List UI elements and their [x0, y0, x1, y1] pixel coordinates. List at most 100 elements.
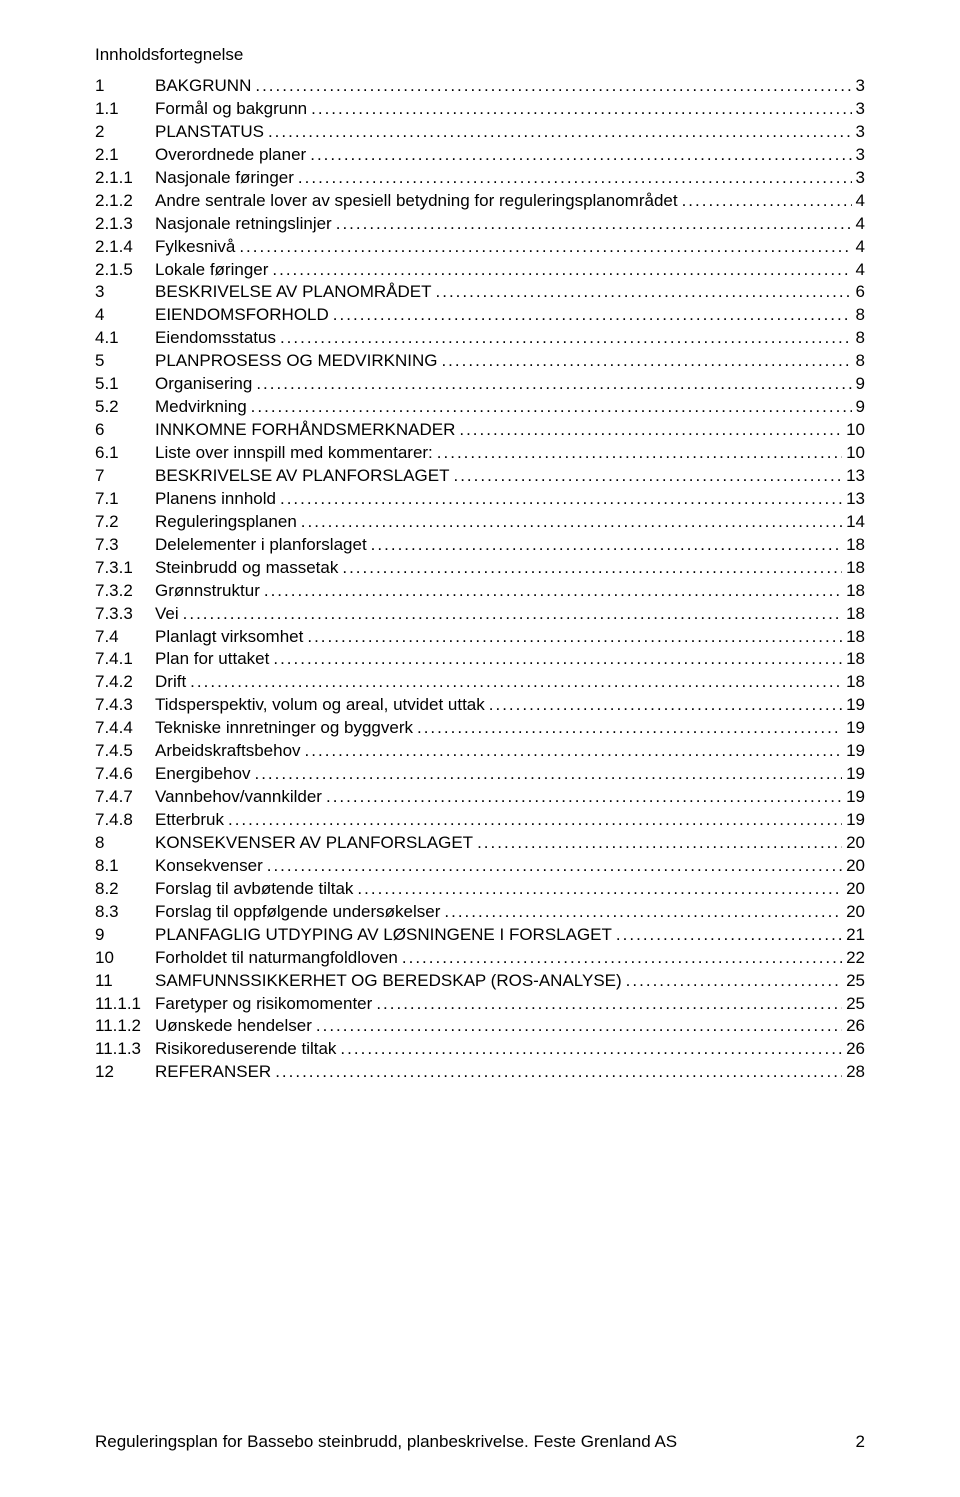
toc-entry: 8.3Forslag til oppfølgende undersøkelser…: [95, 901, 865, 924]
toc-entry: 7.4.8Etterbruk19: [95, 809, 865, 832]
toc-leader-dots: [264, 580, 842, 603]
toc-entry-text: Nasjonale retningslinjer: [155, 213, 336, 236]
toc-entry-text: Uønskede hendelser: [155, 1015, 316, 1038]
toc-entry-number: 7.2: [95, 511, 155, 534]
toc-entry-page: 18: [842, 557, 865, 580]
toc-entry-text: EIENDOMSFORHOLD: [155, 304, 333, 327]
toc-entry-page: 8: [852, 327, 865, 350]
toc-entry: 2.1.2Andre sentrale lover av spesiell be…: [95, 190, 865, 213]
toc-leader-dots: [190, 671, 842, 694]
toc-entry-page: 18: [842, 534, 865, 557]
footer-text: Reguleringsplan for Bassebo steinbrudd, …: [95, 1432, 677, 1452]
toc-entry-page: 18: [842, 580, 865, 603]
toc-entry: 7.3.1Steinbrudd og massetak 18: [95, 557, 865, 580]
toc-entry-text: PLANSTATUS: [155, 121, 268, 144]
toc-entry: 2PLANSTATUS 3: [95, 121, 865, 144]
toc-entry-number: 4: [95, 304, 155, 327]
toc-entry-text: Tekniske innretninger og byggverk: [155, 717, 417, 740]
toc-entry-number: 6.1: [95, 442, 155, 465]
toc-entry: 4EIENDOMSFORHOLD 8: [95, 304, 865, 327]
toc-leader-dots: [342, 557, 842, 580]
toc-entry-number: 4.1: [95, 327, 155, 350]
toc-leader-dots: [336, 213, 852, 236]
toc-entry-number: 5.2: [95, 396, 155, 419]
toc-entry-page: 3: [852, 167, 865, 190]
toc-entry-text: INNKOMNE FORHÅNDSMERKNADER: [155, 419, 459, 442]
toc-entry-text: PLANPROSESS OG MEDVIRKNING: [155, 350, 441, 373]
toc-leader-dots: [489, 694, 842, 717]
toc-leader-dots: [307, 626, 842, 649]
toc-entry: 7.1Planens innhold13: [95, 488, 865, 511]
toc-entry-number: 11.1.2: [95, 1015, 155, 1038]
toc-entry-text: Nasjonale føringer: [155, 167, 298, 190]
toc-entry-text: Grønnstruktur: [155, 580, 264, 603]
toc-entry: 8.1Konsekvenser20: [95, 855, 865, 878]
toc-entry-number: 7.3.2: [95, 580, 155, 603]
toc-entry-page: 4: [852, 190, 865, 213]
toc-entry-page: 19: [842, 740, 865, 763]
toc-entry-number: 6: [95, 419, 155, 442]
toc-entry-page: 9: [852, 373, 865, 396]
toc-entry-text: BESKRIVELSE AV PLANOMRÅDET: [155, 281, 436, 304]
toc-entry-number: 7.4.3: [95, 694, 155, 717]
toc-leader-dots: [682, 190, 852, 213]
toc-entry: 7.4.4Tekniske innretninger og byggverk19: [95, 717, 865, 740]
toc-leader-dots: [298, 167, 852, 190]
toc-entry: 2.1Overordnede planer3: [95, 144, 865, 167]
toc-entry: 1BAKGRUNN3: [95, 75, 865, 98]
toc-entry-text: Steinbrudd og massetak: [155, 557, 342, 580]
toc-leader-dots: [305, 740, 843, 763]
toc-entry-number: 7.1: [95, 488, 155, 511]
toc-entry-number: 2.1.1: [95, 167, 155, 190]
toc-entry-text: Forslag til oppfølgende undersøkelser: [155, 901, 444, 924]
toc-entry-page: 3: [852, 121, 865, 144]
toc-entry-number: 7.4.5: [95, 740, 155, 763]
toc-entry-page: 19: [842, 763, 865, 786]
toc-entry: 7.4.5Arbeidskraftsbehov19: [95, 740, 865, 763]
toc-entry-number: 1: [95, 75, 155, 98]
toc-entry: 7.4.2Drift18: [95, 671, 865, 694]
toc-entry-number: 7.3: [95, 534, 155, 557]
toc-entry-number: 7.3.1: [95, 557, 155, 580]
toc-entry: 7.4.3Tidsperspektiv, volum og areal, utv…: [95, 694, 865, 717]
toc-leader-dots: [183, 603, 842, 626]
toc-entry-number: 2.1.5: [95, 259, 155, 282]
toc-entry: 2.1.4Fylkesnivå4: [95, 236, 865, 259]
toc-entry-text: Formål og bakgrunn: [155, 98, 311, 121]
toc-entry-number: 9: [95, 924, 155, 947]
toc-entry: 9PLANFAGLIG UTDYPING AV LØSNINGENE I FOR…: [95, 924, 865, 947]
toc-entry-text: KONSEKVENSER AV PLANFORSLAGET: [155, 832, 477, 855]
toc-entry-page: 19: [842, 694, 865, 717]
toc-leader-dots: [310, 144, 851, 167]
toc-entry-text: BAKGRUNN: [155, 75, 255, 98]
toc-leader-dots: [616, 924, 842, 947]
toc-entry: 6.1Liste over innspill med kommentarer:1…: [95, 442, 865, 465]
toc-leader-dots: [626, 970, 842, 993]
toc-entry-number: 1.1: [95, 98, 155, 121]
toc-entry-number: 10: [95, 947, 155, 970]
toc-container: 1BAKGRUNN31.1Formål og bakgrunn32PLANSTA…: [95, 75, 865, 1084]
toc-entry-number: 7.4: [95, 626, 155, 649]
toc-leader-dots: [268, 121, 852, 144]
toc-leader-dots: [280, 488, 842, 511]
toc-leader-dots: [256, 373, 851, 396]
toc-entry-text: Tidsperspektiv, volum og areal, utvidet …: [155, 694, 489, 717]
toc-entry-number: 7: [95, 465, 155, 488]
toc-entry-page: 18: [842, 671, 865, 694]
toc-entry-text: Vannbehov/vannkilder: [155, 786, 326, 809]
toc-entry: 2.1.3Nasjonale retningslinjer4: [95, 213, 865, 236]
toc-entry-page: 14: [842, 511, 865, 534]
toc-entry-number: 8.3: [95, 901, 155, 924]
toc-entry-page: 20: [842, 878, 865, 901]
toc-entry-page: 20: [842, 832, 865, 855]
toc-entry-text: Forholdet til naturmangfoldloven: [155, 947, 402, 970]
toc-leader-dots: [436, 281, 852, 304]
toc-entry-number: 2.1.3: [95, 213, 155, 236]
toc-entry-number: 7.4.4: [95, 717, 155, 740]
toc-entry-page: 8: [852, 304, 865, 327]
toc-entry-text: Medvirkning: [155, 396, 251, 419]
toc-entry-number: 2: [95, 121, 155, 144]
toc-entry: 2.1.1Nasjonale føringer 3: [95, 167, 865, 190]
toc-entry-page: 10: [842, 442, 865, 465]
toc-leader-dots: [371, 534, 842, 557]
